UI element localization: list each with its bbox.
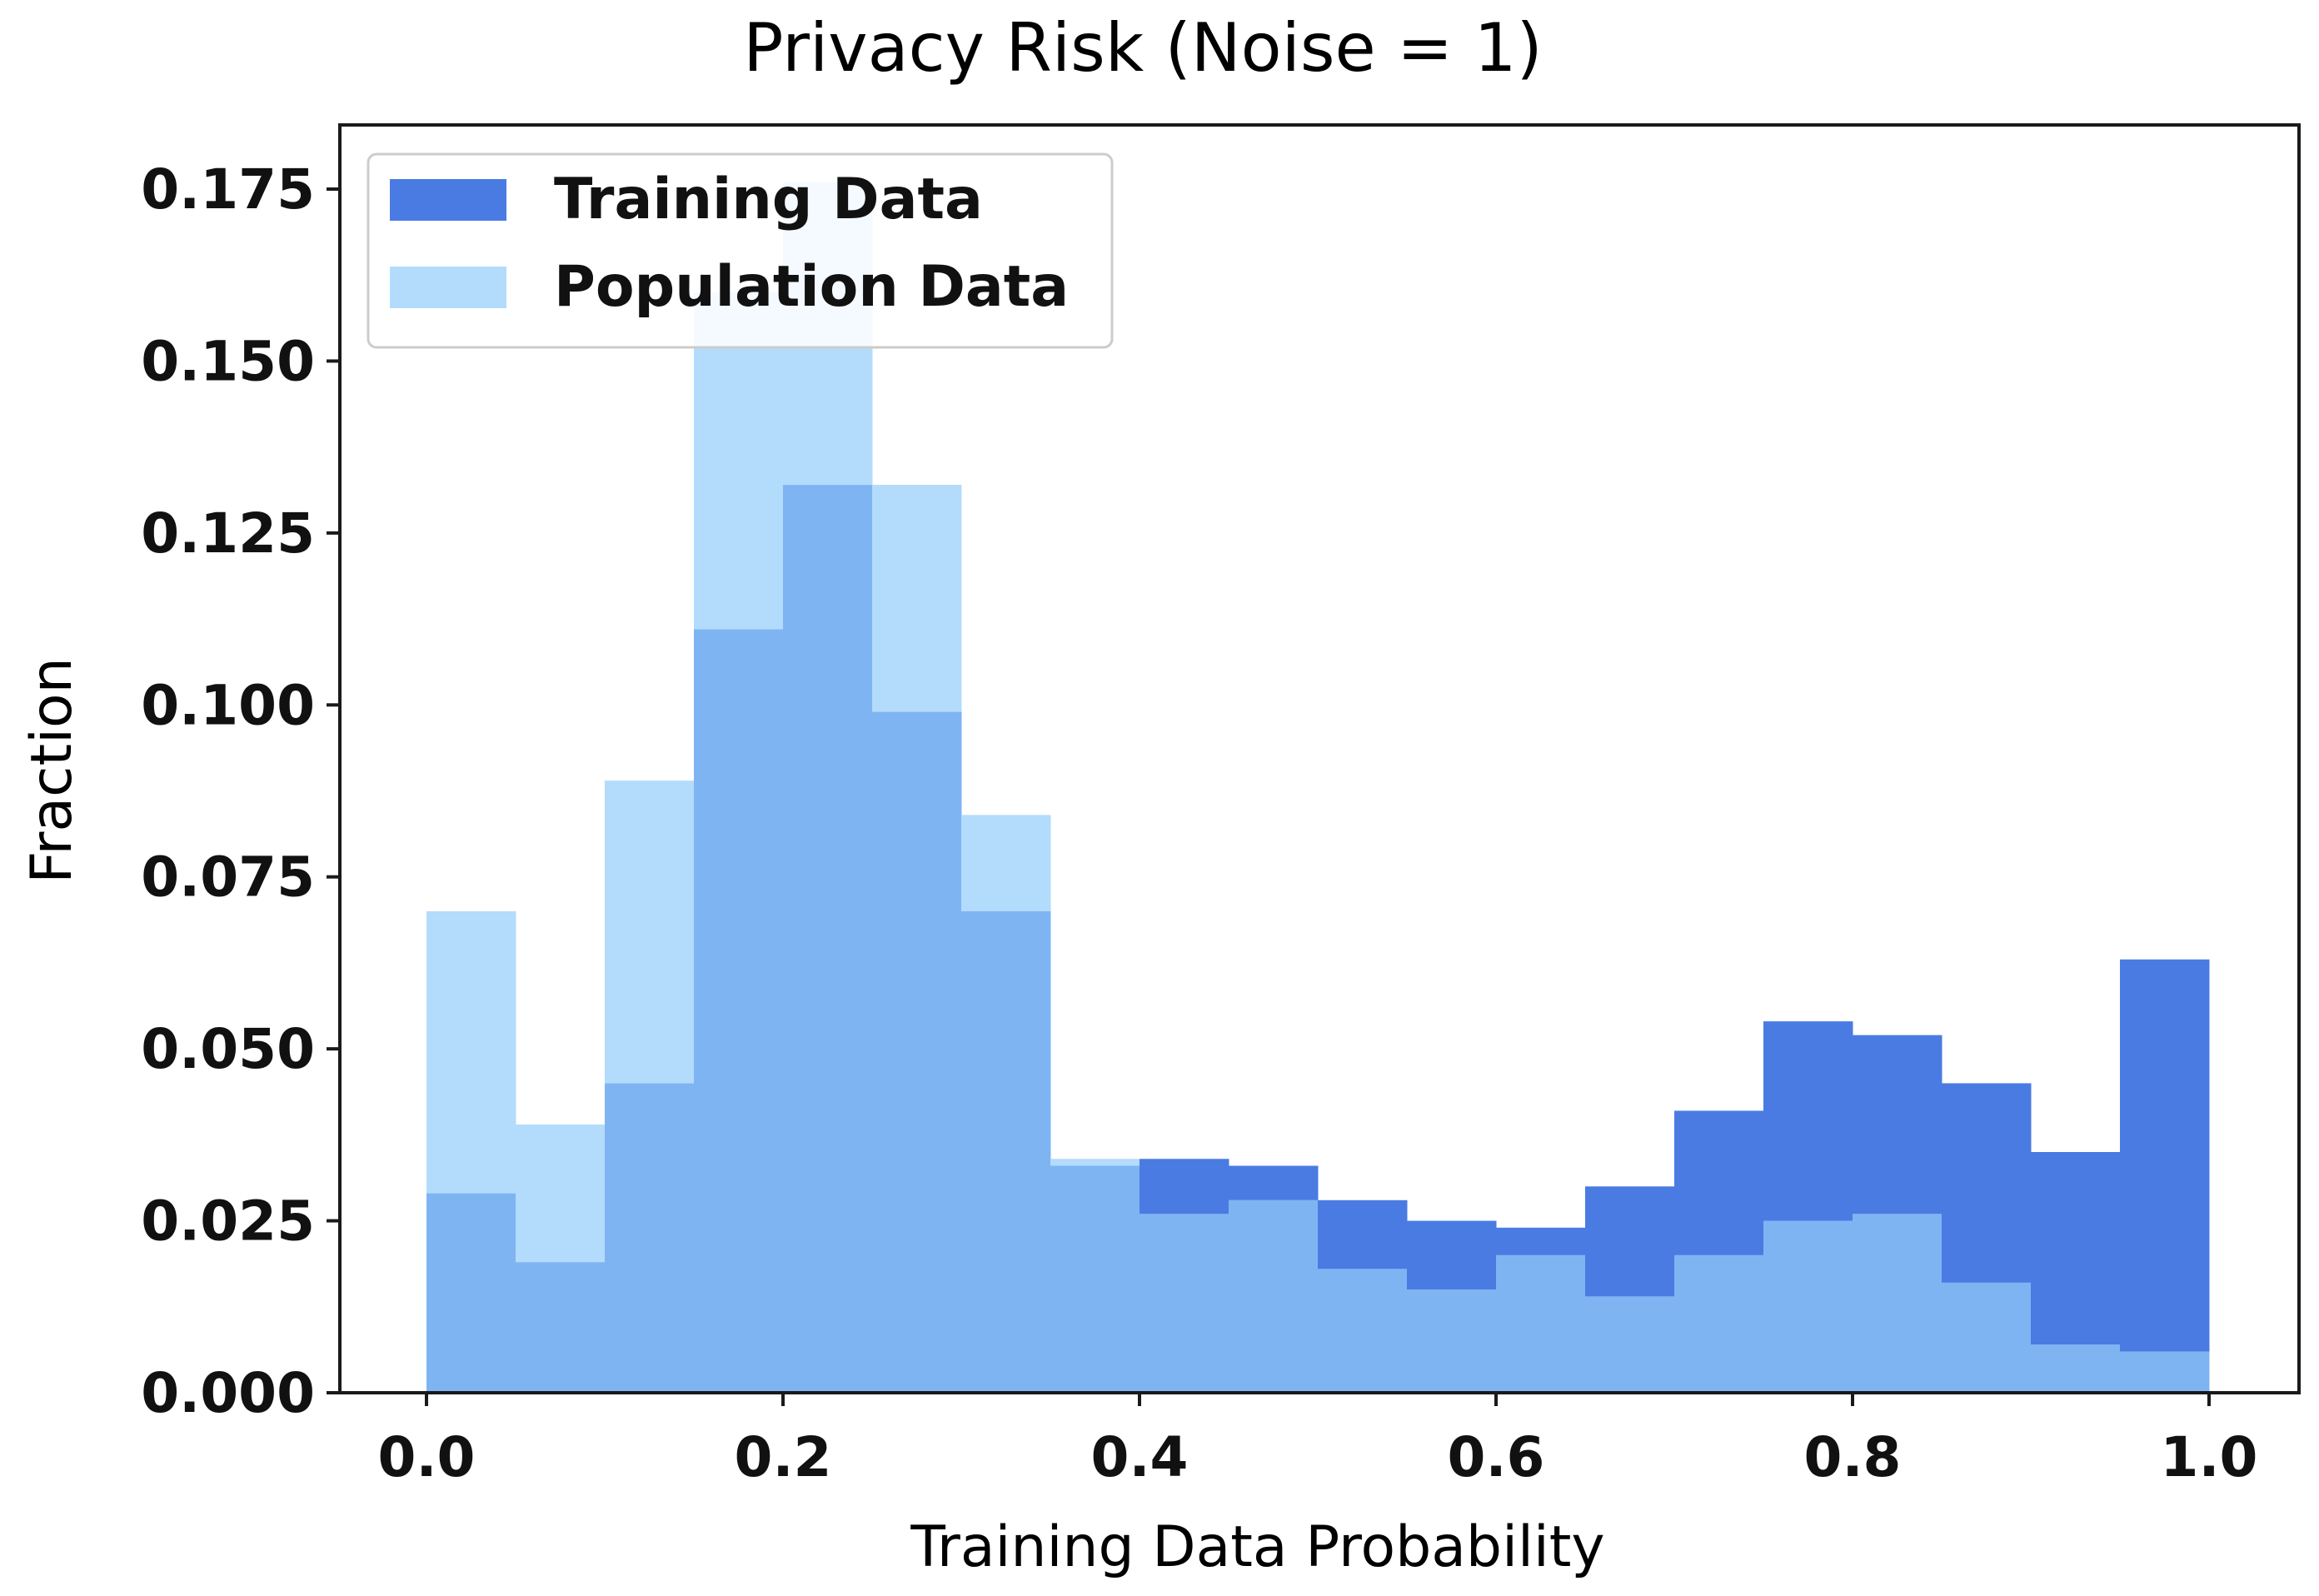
histogram-bar-overlap — [1853, 1214, 1942, 1393]
histogram-bar-overlap — [1407, 1289, 1497, 1393]
x-tick-label: 1.0 — [2161, 1425, 2258, 1489]
y-tick-label: 0.125 — [141, 501, 315, 566]
x-tick-label: 0.2 — [735, 1425, 832, 1489]
x-tick-label: 0.8 — [1804, 1425, 1902, 1489]
histogram-bar-overlap — [872, 711, 962, 1393]
histogram-bar-training — [2120, 959, 2210, 1352]
histogram-bar-overlap — [2120, 1351, 2210, 1393]
x-axis-label: Training Data Probability — [910, 1514, 1604, 1580]
legend: Training Data Population Data — [367, 152, 1114, 349]
histogram-bar-population — [605, 781, 695, 1084]
histogram-bar-training — [1140, 1159, 1229, 1214]
y-axis-ticks: 0.000 0.025 0.050 0.075 0.100 0.125 0.150 0.175 — [141, 157, 340, 1425]
histogram-bar-overlap — [1140, 1214, 1229, 1393]
histogram-bar-overlap — [2031, 1344, 2121, 1393]
histogram-bar-overlap — [1050, 1165, 1140, 1393]
legend-swatch-population — [390, 267, 506, 308]
histogram-bar-population — [872, 485, 962, 712]
histogram-bar-training — [1318, 1199, 1408, 1269]
histogram-bar-overlap — [1229, 1199, 1319, 1393]
legend-label-population: Population Data — [554, 254, 1069, 320]
y-tick-label: 0.175 — [141, 157, 315, 222]
histogram-bar-overlap — [783, 485, 873, 1393]
histogram-bar-overlap — [516, 1262, 606, 1393]
histogram-bar-overlap — [1496, 1254, 1586, 1393]
y-tick-label: 0.050 — [141, 1017, 315, 1081]
histogram-bar-overlap — [961, 911, 1051, 1393]
histogram-bar-population — [961, 815, 1051, 911]
y-tick-label: 0.025 — [141, 1190, 315, 1254]
y-tick-label: 0.100 — [141, 673, 315, 737]
histogram-bar-training — [1674, 1110, 1764, 1255]
histogram-bar-overlap — [1674, 1254, 1764, 1393]
y-tick-label: 0.075 — [141, 845, 315, 910]
chart-title: Privacy Risk (Noise = 1) — [743, 9, 1542, 87]
histogram-bar-training — [1585, 1186, 1675, 1297]
y-tick-label: 0.150 — [141, 329, 315, 393]
legend-box — [367, 152, 1114, 349]
histogram-bar-training — [1853, 1035, 1942, 1214]
histogram-bar-training — [2031, 1152, 2121, 1345]
histogram-bar-population — [426, 911, 516, 1194]
histogram-bar-training — [1763, 1021, 1853, 1221]
plot-frame — [338, 123, 2301, 1394]
histogram-bar-overlap — [694, 629, 784, 1393]
histogram-bar-training — [1496, 1227, 1586, 1255]
histogram-bar-overlap — [1318, 1269, 1408, 1393]
legend-swatch-training — [390, 179, 506, 221]
histogram-bar-population — [516, 1124, 606, 1263]
histogram-bar-overlap — [426, 1193, 516, 1393]
histogram-bar-training — [1229, 1165, 1319, 1200]
x-axis-ticks: 0.0 0.2 0.4 0.6 0.8 1.0 — [378, 1393, 2258, 1489]
x-tick-label: 0.6 — [1448, 1425, 1545, 1489]
x-tick-label: 0.4 — [1091, 1425, 1189, 1489]
histogram-bar-training — [1942, 1083, 2032, 1283]
x-tick-label: 0.0 — [378, 1425, 476, 1489]
bars-group — [426, 182, 2210, 1393]
histogram-bar-training — [1407, 1220, 1497, 1290]
histogram-bar-overlap — [1585, 1296, 1675, 1393]
y-tick-label: 0.000 — [141, 1361, 315, 1425]
y-axis-label: Fraction — [19, 657, 85, 883]
histogram-bar-overlap — [605, 1083, 695, 1393]
histogram-bar-overlap — [1942, 1282, 2032, 1393]
histogram-bar-overlap — [1763, 1220, 1853, 1393]
legend-label-training: Training Data — [554, 167, 983, 232]
histogram-bar-population — [1050, 1159, 1140, 1166]
